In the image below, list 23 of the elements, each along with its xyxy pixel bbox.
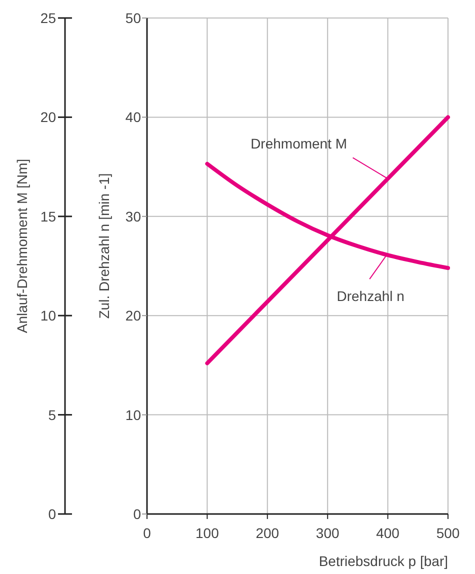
x-tick-label: 500 xyxy=(436,525,460,541)
y-tick-label: 30 xyxy=(125,208,142,224)
y2-tick-label: 15 xyxy=(40,208,56,224)
y-tick-label: 10 xyxy=(125,406,142,423)
annotation: Drehzahl n xyxy=(336,288,404,304)
y2-tick-label: 25 xyxy=(40,10,56,26)
x-tick-label: 400 xyxy=(376,525,400,541)
y-tick-label: 0 xyxy=(133,506,142,522)
x-tick-label: 300 xyxy=(316,525,340,541)
x-tick-label: 0 xyxy=(143,525,152,541)
y2-tick-label: 5 xyxy=(48,406,56,423)
y-tick-label: 20 xyxy=(125,308,142,324)
annotation: Drehmoment M xyxy=(250,136,348,152)
y2-tick-label: 20 xyxy=(40,109,56,126)
x-tick-label: 100 xyxy=(196,525,220,541)
x-tick-label: 200 xyxy=(256,525,280,541)
x-axis-title: Betriebsdruck p [bar] xyxy=(318,553,448,569)
y2-tick-label: 0 xyxy=(48,506,56,522)
y-axis-title: Zul. Drehzahl n [min -1] xyxy=(96,173,112,319)
y-tick-label: 40 xyxy=(125,109,142,126)
y-tick-label: 50 xyxy=(125,10,142,26)
y2-tick-label: 10 xyxy=(40,308,56,324)
y2-axis-title: Anlauf-Drehmoment M [Nm] xyxy=(14,158,30,334)
